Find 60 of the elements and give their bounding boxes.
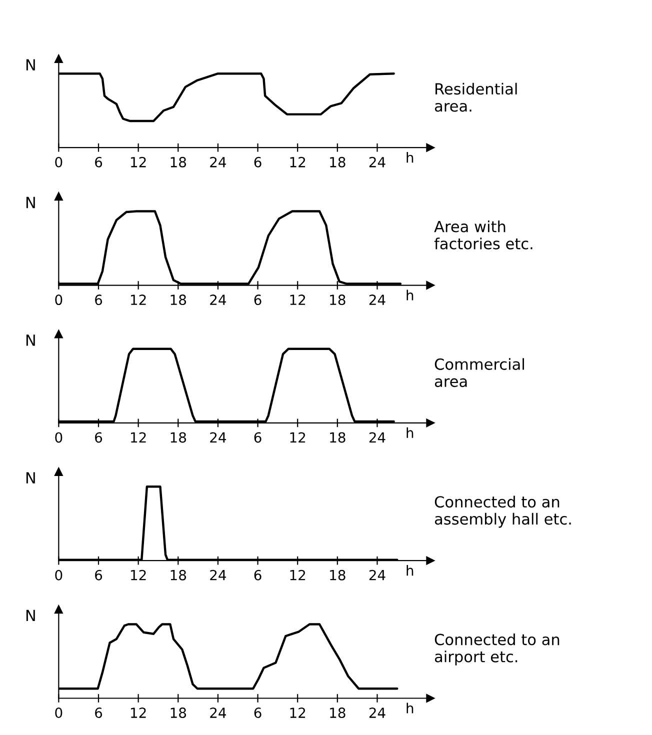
text: Connected to an assembly hall etc.: [434, 496, 571, 528]
x-tick-label: 24: [210, 156, 226, 168]
x-tick-label: 12: [290, 294, 306, 305]
x-tick-label: 6: [95, 570, 102, 580]
x-tick-label: 12: [290, 156, 306, 168]
x-tick-label: 24: [210, 708, 226, 718]
text: Area with factories etc.: [434, 220, 532, 250]
y-axis-title: N: [26, 59, 35, 70]
x-tick-label: 12: [131, 432, 146, 443]
x-tick-label: 12: [290, 708, 306, 718]
x-tick-label: 12: [290, 570, 306, 580]
x-tick-label: 18: [330, 156, 346, 168]
x-tick-label: 18: [330, 570, 346, 580]
x-tick-label: 6: [254, 570, 262, 580]
x-axis-title: h: [406, 565, 414, 576]
x-tick-label: 6: [95, 294, 102, 306]
x-tick-label: 18: [170, 432, 186, 443]
x-tick-label: 6: [254, 432, 262, 443]
x-tick-label: 24: [210, 294, 226, 305]
x-axis-title: h: [406, 702, 414, 714]
x-axis-title: h: [406, 290, 414, 300]
x-tick-label: 24: [369, 156, 386, 168]
x-tick-label: 12: [131, 570, 146, 580]
x-tick-label: 0: [55, 432, 62, 443]
x-tick-label: 0: [55, 156, 62, 168]
x-tick-label: 24: [369, 432, 386, 443]
x-tick-label: 6: [95, 708, 102, 718]
text: Commercial area: [434, 358, 524, 388]
x-tick-label: 18: [330, 432, 346, 443]
x-tick-label: 24: [369, 570, 386, 580]
x-tick-label: 12: [131, 156, 146, 168]
x-tick-label: 18: [330, 708, 346, 718]
x-tick-label: 0: [55, 570, 62, 580]
x-tick-label: 0: [55, 294, 62, 306]
x-tick-label: 6: [254, 708, 262, 718]
x-tick-label: 24: [369, 708, 386, 718]
x-tick-label: 6: [254, 156, 262, 168]
x-tick-label: 24: [210, 432, 226, 443]
x-tick-label: 6: [254, 294, 262, 306]
x-tick-label: 18: [170, 156, 186, 168]
x-axis-title: h: [406, 427, 414, 438]
x-tick-label: 12: [131, 708, 146, 718]
text: Connected to an airport etc.: [434, 633, 560, 666]
x-tick-label: 12: [131, 294, 146, 305]
x-tick-label: 18: [170, 294, 186, 306]
x-tick-label: 12: [290, 432, 306, 443]
y-axis-title: N: [26, 196, 35, 208]
y-axis-title: N: [26, 334, 35, 346]
x-tick-label: 0: [55, 708, 62, 718]
x-tick-label: 24: [210, 570, 226, 580]
y-axis-title: N: [26, 610, 35, 622]
x-tick-label: 24: [369, 294, 386, 305]
x-axis-title: h: [406, 152, 414, 163]
x-tick-label: 18: [170, 708, 186, 718]
text: Residential area.: [434, 82, 517, 112]
x-tick-label: 18: [330, 294, 346, 306]
x-tick-label: 6: [95, 432, 102, 443]
x-tick-label: 18: [170, 570, 186, 580]
y-axis-title: N: [26, 472, 35, 484]
x-tick-label: 6: [95, 156, 102, 168]
